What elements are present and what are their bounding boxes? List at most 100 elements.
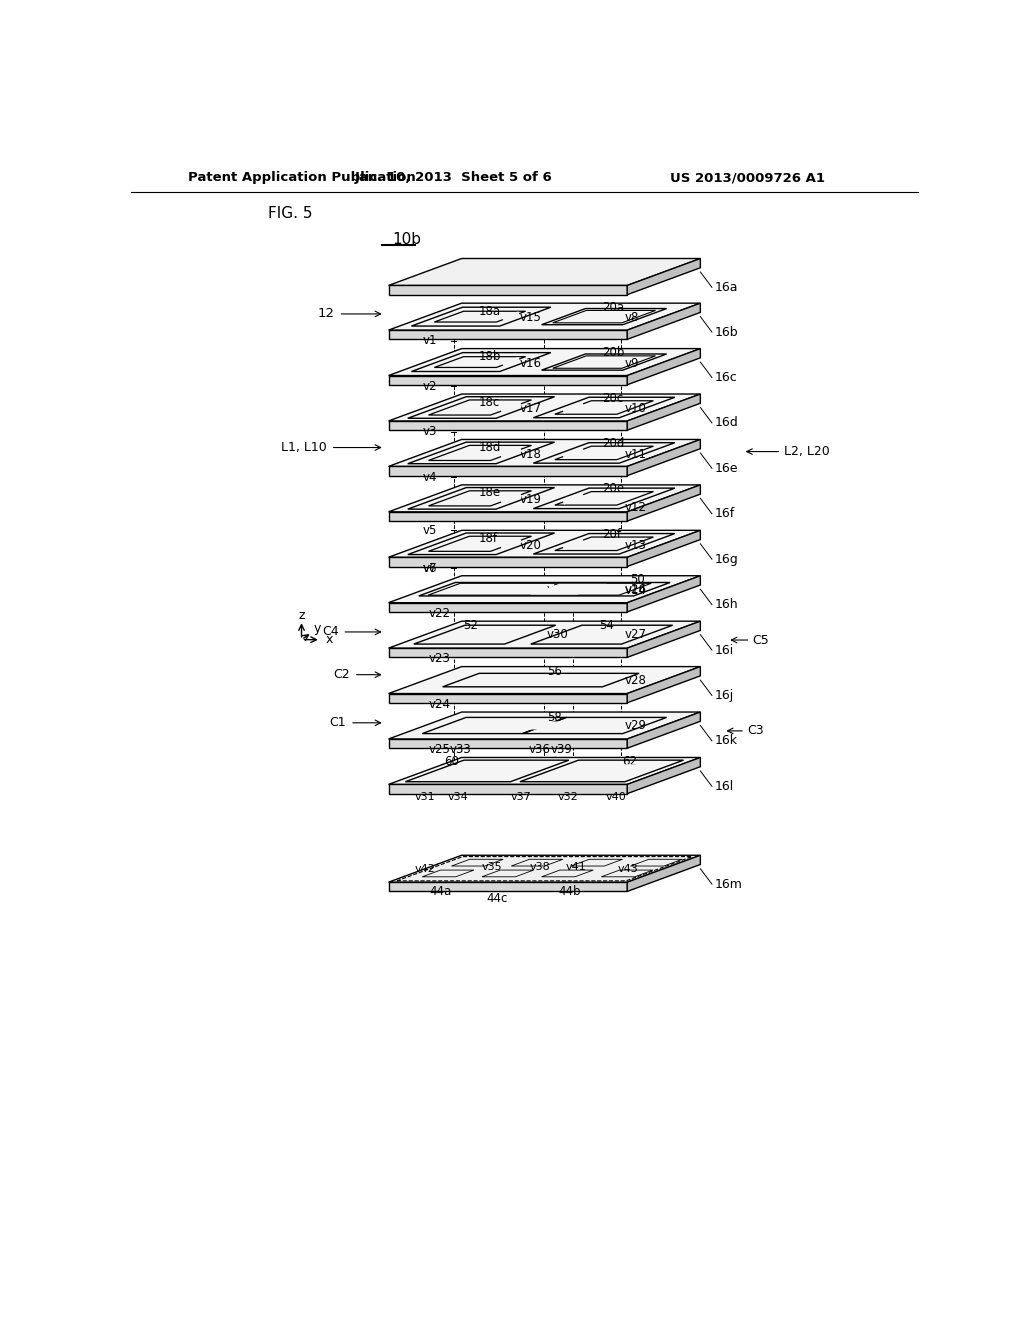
Text: v10: v10 [625,403,646,416]
Polygon shape [388,711,700,739]
Polygon shape [388,622,700,648]
Text: v7: v7 [423,561,437,574]
Text: v41: v41 [565,862,586,871]
Text: y: y [313,622,322,635]
Text: 18d: 18d [479,441,501,454]
Text: 18c: 18c [479,396,500,409]
Polygon shape [388,259,700,285]
Polygon shape [388,304,700,330]
Polygon shape [388,376,628,385]
Text: 20d: 20d [602,437,625,450]
Text: v21: v21 [547,582,568,595]
Polygon shape [388,882,628,891]
Text: v39: v39 [551,743,572,756]
Text: v20: v20 [520,539,542,552]
Text: 16b: 16b [714,326,738,338]
Text: 12: 12 [317,308,335,321]
Text: 58: 58 [547,711,562,723]
Text: Jan. 10, 2013  Sheet 5 of 6: Jan. 10, 2013 Sheet 5 of 6 [355,172,553,185]
Text: 44c: 44c [486,892,508,906]
Polygon shape [628,348,700,385]
Text: v2: v2 [423,380,437,393]
Polygon shape [388,557,628,566]
Text: v18: v18 [520,447,542,461]
Text: v3: v3 [423,425,437,438]
Polygon shape [431,764,546,777]
Polygon shape [388,693,628,702]
Text: v29: v29 [625,719,647,733]
Text: 20c: 20c [602,392,624,404]
Polygon shape [388,603,628,612]
Polygon shape [628,711,700,748]
Text: 16i: 16i [714,644,733,656]
Text: 16k: 16k [714,734,737,747]
Polygon shape [388,758,700,784]
Text: x: x [326,634,333,647]
Polygon shape [388,421,628,430]
Text: v9: v9 [625,356,639,370]
Polygon shape [628,855,700,891]
Polygon shape [388,855,700,882]
Polygon shape [388,285,628,294]
Text: 18a: 18a [479,305,501,318]
Text: 52: 52 [463,619,478,632]
Text: 62: 62 [623,755,638,768]
Polygon shape [628,531,700,566]
Text: v11: v11 [625,447,647,461]
Text: v28: v28 [625,673,646,686]
Text: 18b: 18b [479,350,501,363]
Text: v15: v15 [520,312,542,325]
Text: v35: v35 [482,862,503,871]
Text: 10b: 10b [392,232,421,247]
Text: 16d: 16d [714,416,738,429]
Text: v24: v24 [429,698,452,711]
Text: 54: 54 [599,619,613,632]
Polygon shape [628,667,700,702]
Polygon shape [388,512,628,521]
Text: 20a: 20a [602,301,624,314]
Text: C1: C1 [330,717,346,730]
Polygon shape [529,583,607,594]
Text: L1, L10: L1, L10 [282,441,327,454]
Text: 20f: 20f [602,528,621,541]
Polygon shape [388,531,700,557]
Text: v32: v32 [558,792,579,803]
Text: v34: v34 [449,792,469,803]
Text: 18e: 18e [479,487,501,499]
Text: v36: v36 [529,743,551,756]
Text: C4: C4 [322,626,339,639]
Text: 16h: 16h [714,598,738,611]
Text: L2, L20: L2, L20 [783,445,829,458]
Text: 16c: 16c [714,371,737,384]
Text: v30: v30 [547,628,568,642]
Polygon shape [388,576,700,603]
Text: v4: v4 [423,471,437,483]
Polygon shape [388,440,700,466]
Text: v33: v33 [450,743,472,756]
Text: v5: v5 [423,524,437,537]
Text: v17: v17 [520,403,542,416]
Text: z: z [298,609,305,622]
Text: 18f: 18f [479,532,498,545]
Text: v25: v25 [429,743,451,756]
Polygon shape [388,648,628,657]
Polygon shape [524,722,565,730]
Text: v12: v12 [625,500,647,513]
Polygon shape [388,466,628,475]
Text: v22: v22 [429,607,452,620]
Text: 16m: 16m [714,878,742,891]
Text: 16a: 16a [714,281,737,294]
Text: 16g: 16g [714,553,738,566]
Text: v19: v19 [520,494,542,506]
Text: 50: 50 [630,573,644,586]
Text: US 2013/0009726 A1: US 2013/0009726 A1 [670,172,824,185]
Polygon shape [388,739,628,748]
Text: v14: v14 [625,583,647,597]
Text: v1: v1 [423,334,437,347]
Text: v8: v8 [625,312,639,325]
Polygon shape [388,330,628,339]
Polygon shape [628,440,700,475]
Text: v37: v37 [510,792,531,803]
Text: C2: C2 [334,668,350,681]
Text: v43: v43 [617,865,639,874]
